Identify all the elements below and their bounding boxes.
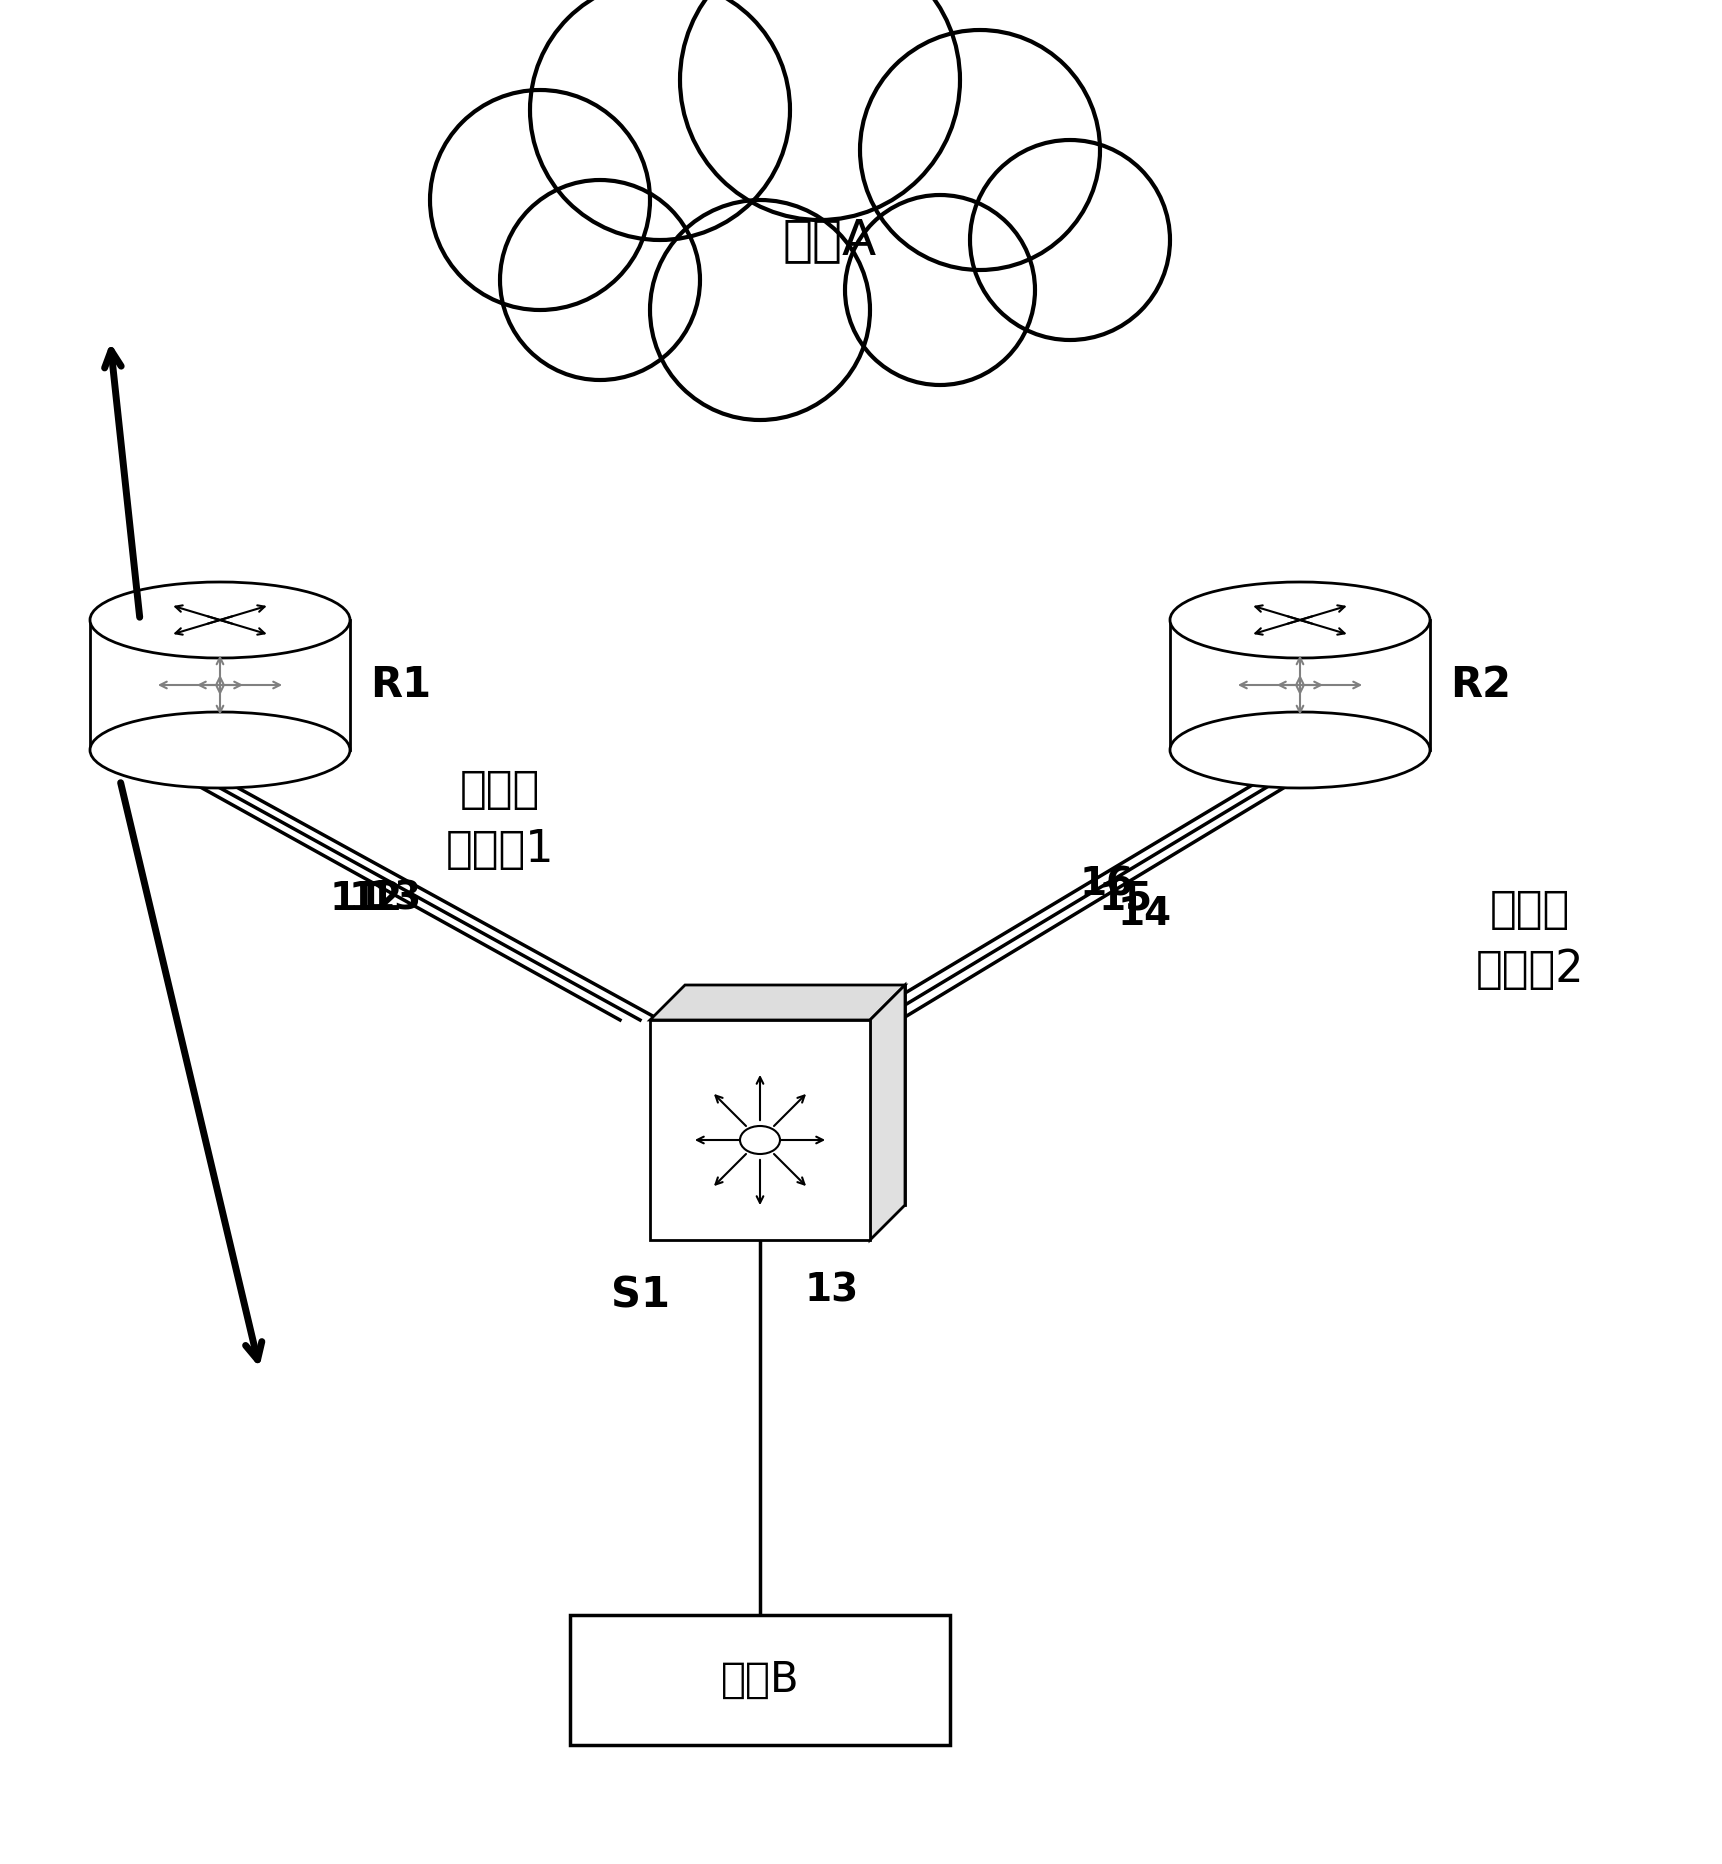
Text: 15: 15 [1099,880,1154,917]
Text: 网络B: 网络B [722,1659,799,1702]
Ellipse shape [90,582,350,658]
Ellipse shape [740,1126,780,1154]
Text: 12: 12 [350,880,403,917]
Circle shape [430,89,649,309]
Text: 主用聚
合链路1: 主用聚 合链路1 [446,768,554,872]
Polygon shape [870,984,906,1240]
Ellipse shape [1169,582,1429,658]
Ellipse shape [1169,712,1429,788]
Text: 网络A: 网络A [784,216,876,265]
Bar [570,1614,951,1745]
Circle shape [610,0,1011,401]
Circle shape [859,30,1100,270]
Circle shape [969,140,1169,339]
Text: 11: 11 [331,880,384,917]
Text: 14: 14 [1118,895,1173,934]
Text: R1: R1 [370,664,430,706]
Polygon shape [649,984,906,1020]
Text: 13: 13 [369,880,422,917]
Polygon shape [90,621,350,749]
Circle shape [680,0,959,220]
Text: 13: 13 [804,1271,859,1309]
Text: 备用聚
合链路2: 备用聚 合链路2 [1476,889,1584,992]
Polygon shape [649,1020,870,1240]
Circle shape [499,181,701,380]
Circle shape [530,0,790,240]
Circle shape [649,199,870,419]
Text: S1: S1 [611,1273,670,1316]
Polygon shape [1169,621,1429,749]
Polygon shape [685,984,906,1204]
Text: 16: 16 [1080,865,1135,902]
Text: R2: R2 [1450,664,1510,706]
Ellipse shape [90,712,350,788]
Circle shape [846,196,1035,386]
